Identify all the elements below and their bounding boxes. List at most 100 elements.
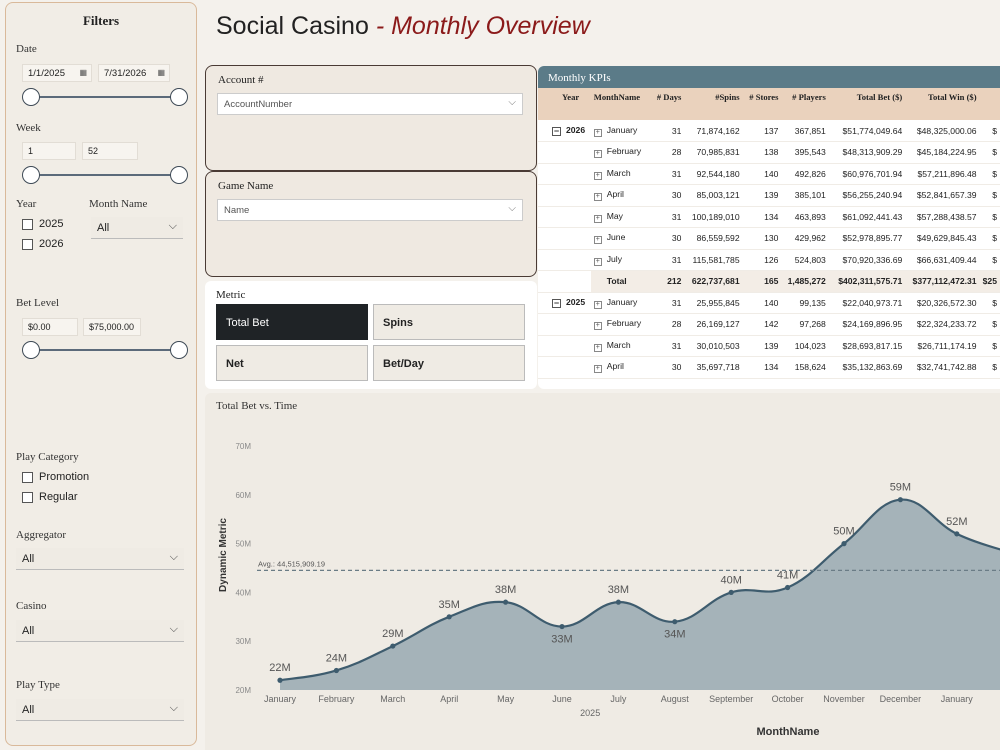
value-cell: 115,581,785 (684, 249, 743, 271)
value-cell: 138 (742, 141, 782, 164)
regular-checkbox[interactable]: Regular (22, 491, 78, 503)
expand-icon[interactable]: + (593, 150, 602, 159)
column-header[interactable]: # Players (781, 88, 829, 120)
value-cell: $49,629,845.43 (905, 227, 980, 250)
column-header[interactable]: MonthName (590, 88, 652, 120)
month-cell[interactable]: + February (590, 141, 652, 164)
year-checkbox-2026[interactable]: 2026 (22, 238, 63, 250)
expand-icon[interactable]: + (593, 193, 602, 202)
total-value: 212 (651, 270, 685, 293)
month-cell[interactable]: + June (590, 227, 652, 250)
expand-icon[interactable]: + (593, 257, 602, 266)
casino-dropdown[interactable]: All ⌵ (16, 620, 184, 642)
month-cell[interactable]: + January (590, 120, 652, 142)
expand-icon[interactable]: + (593, 365, 602, 374)
expand-icon[interactable]: + (593, 171, 602, 180)
value-cell: 30 (651, 184, 685, 207)
column-header[interactable]: Total Win ($) (905, 88, 980, 120)
collapse-icon[interactable]: − (552, 126, 561, 136)
column-header[interactable]: # Days (651, 88, 685, 120)
slider-max-handle[interactable] (170, 166, 188, 184)
date-range-slider[interactable] (22, 87, 188, 107)
slider-min-handle[interactable] (22, 88, 40, 106)
aggregator-dropdown[interactable]: All ⌵ (16, 548, 184, 570)
metric-net-button[interactable]: Net (216, 345, 368, 381)
date-end-field[interactable]: 7/31/2026 ▦ (98, 64, 170, 82)
month-cell[interactable]: + April (590, 356, 652, 379)
expand-icon[interactable]: + (593, 236, 602, 245)
play-type-dropdown[interactable]: All ⌵ (16, 699, 184, 721)
total-value: $25 (979, 270, 1000, 293)
y-tick-label: 50M (235, 540, 251, 549)
value-cell: 30 (651, 356, 685, 379)
area-fill (280, 499, 1000, 690)
value-cell: 524,803 (781, 249, 829, 271)
slider-max-handle[interactable] (170, 341, 188, 359)
column-header[interactable]: #Spins (684, 88, 743, 120)
promotion-checkbox[interactable]: Promotion (22, 471, 89, 483)
year-checkbox-2025[interactable]: 2025 (22, 218, 63, 230)
total-value: 165 (742, 270, 782, 293)
value-cell: $52,841,657.39 (905, 184, 980, 207)
value-cell: $22,324,233.72 (905, 313, 980, 336)
expand-icon[interactable]: + (593, 300, 602, 309)
year-cell (538, 270, 591, 293)
chevron-down-icon: ⌵ (168, 220, 177, 232)
expand-icon[interactable]: + (593, 128, 602, 137)
y-tick-label: 20M (235, 686, 251, 695)
value-cell: 31 (651, 292, 685, 314)
month-name-dropdown[interactable]: All ⌵ (91, 217, 183, 239)
data-point (446, 614, 452, 620)
value-cell: $48,325,000.06 (905, 120, 980, 142)
month-cell[interactable]: + March (590, 335, 652, 357)
date-start-field[interactable]: 1/1/2025 ▦ (22, 64, 92, 82)
value-cell: $52,978,895.77 (828, 227, 906, 250)
month-cell[interactable]: + July (590, 249, 652, 271)
expand-icon[interactable]: + (593, 214, 602, 223)
value-cell: 395,543 (781, 141, 829, 164)
slider-min-handle[interactable] (22, 166, 40, 184)
metric-spins-button[interactable]: Spins (373, 304, 525, 340)
bet-level-min-field[interactable]: $0.00 (22, 318, 78, 336)
data-point (841, 541, 847, 547)
value-cell: $26,711,174.19 (905, 335, 980, 357)
data-point (277, 677, 283, 683)
month-cell[interactable]: + March (590, 163, 652, 185)
expand-icon[interactable]: + (593, 322, 602, 331)
value-cell: 25,955,845 (684, 292, 743, 314)
data-label: 41M (777, 570, 798, 582)
column-header[interactable]: Total Bet ($) (828, 88, 906, 120)
month-cell[interactable]: + April (590, 184, 652, 207)
slider-min-handle[interactable] (22, 341, 40, 359)
value-cell: 30 (651, 227, 685, 250)
game-name-select[interactable]: Name ⌵ (217, 199, 523, 221)
value-cell: $22,040,973.71 (828, 292, 906, 314)
data-label: 38M (495, 584, 516, 596)
month-cell[interactable]: + February (590, 313, 652, 336)
value-cell: 99,135 (781, 292, 829, 314)
value-cell: 367,851 (781, 120, 829, 142)
value-cell: $24,169,896.95 (828, 313, 906, 336)
week-range-slider[interactable] (22, 165, 188, 185)
week-min-field[interactable]: 1 (22, 142, 76, 160)
chevron-down-icon: ⌵ (169, 702, 178, 714)
slider-max-handle[interactable] (170, 88, 188, 106)
metric-total-bet-button[interactable]: Total Bet (216, 304, 368, 340)
collapse-icon[interactable]: − (552, 298, 561, 309)
bet-level-max-field[interactable]: $75,000.00 (83, 318, 141, 336)
week-max-field[interactable]: 52 (82, 142, 138, 160)
year-group-toggle[interactable]: −2025 (538, 292, 591, 314)
month-cell[interactable]: + January (590, 292, 652, 314)
data-label: 35M (438, 599, 459, 611)
column-header[interactable]: Year (538, 88, 591, 120)
expand-icon[interactable]: + (593, 343, 602, 352)
month-cell[interactable]: + May (590, 206, 652, 228)
year-group-toggle[interactable]: −2026 (538, 120, 591, 142)
account-select[interactable]: AccountNumber ⌵ (217, 93, 523, 115)
metric-bet-per-day-button[interactable]: Bet/Day (373, 345, 525, 381)
value-cell: $35,132,863.69 (828, 356, 906, 379)
y-axis-label: Dynamic Metric (218, 518, 229, 592)
column-header[interactable]: # Stores (742, 88, 782, 120)
bet-level-slider[interactable] (22, 340, 188, 360)
value-cell: 492,826 (781, 163, 829, 185)
